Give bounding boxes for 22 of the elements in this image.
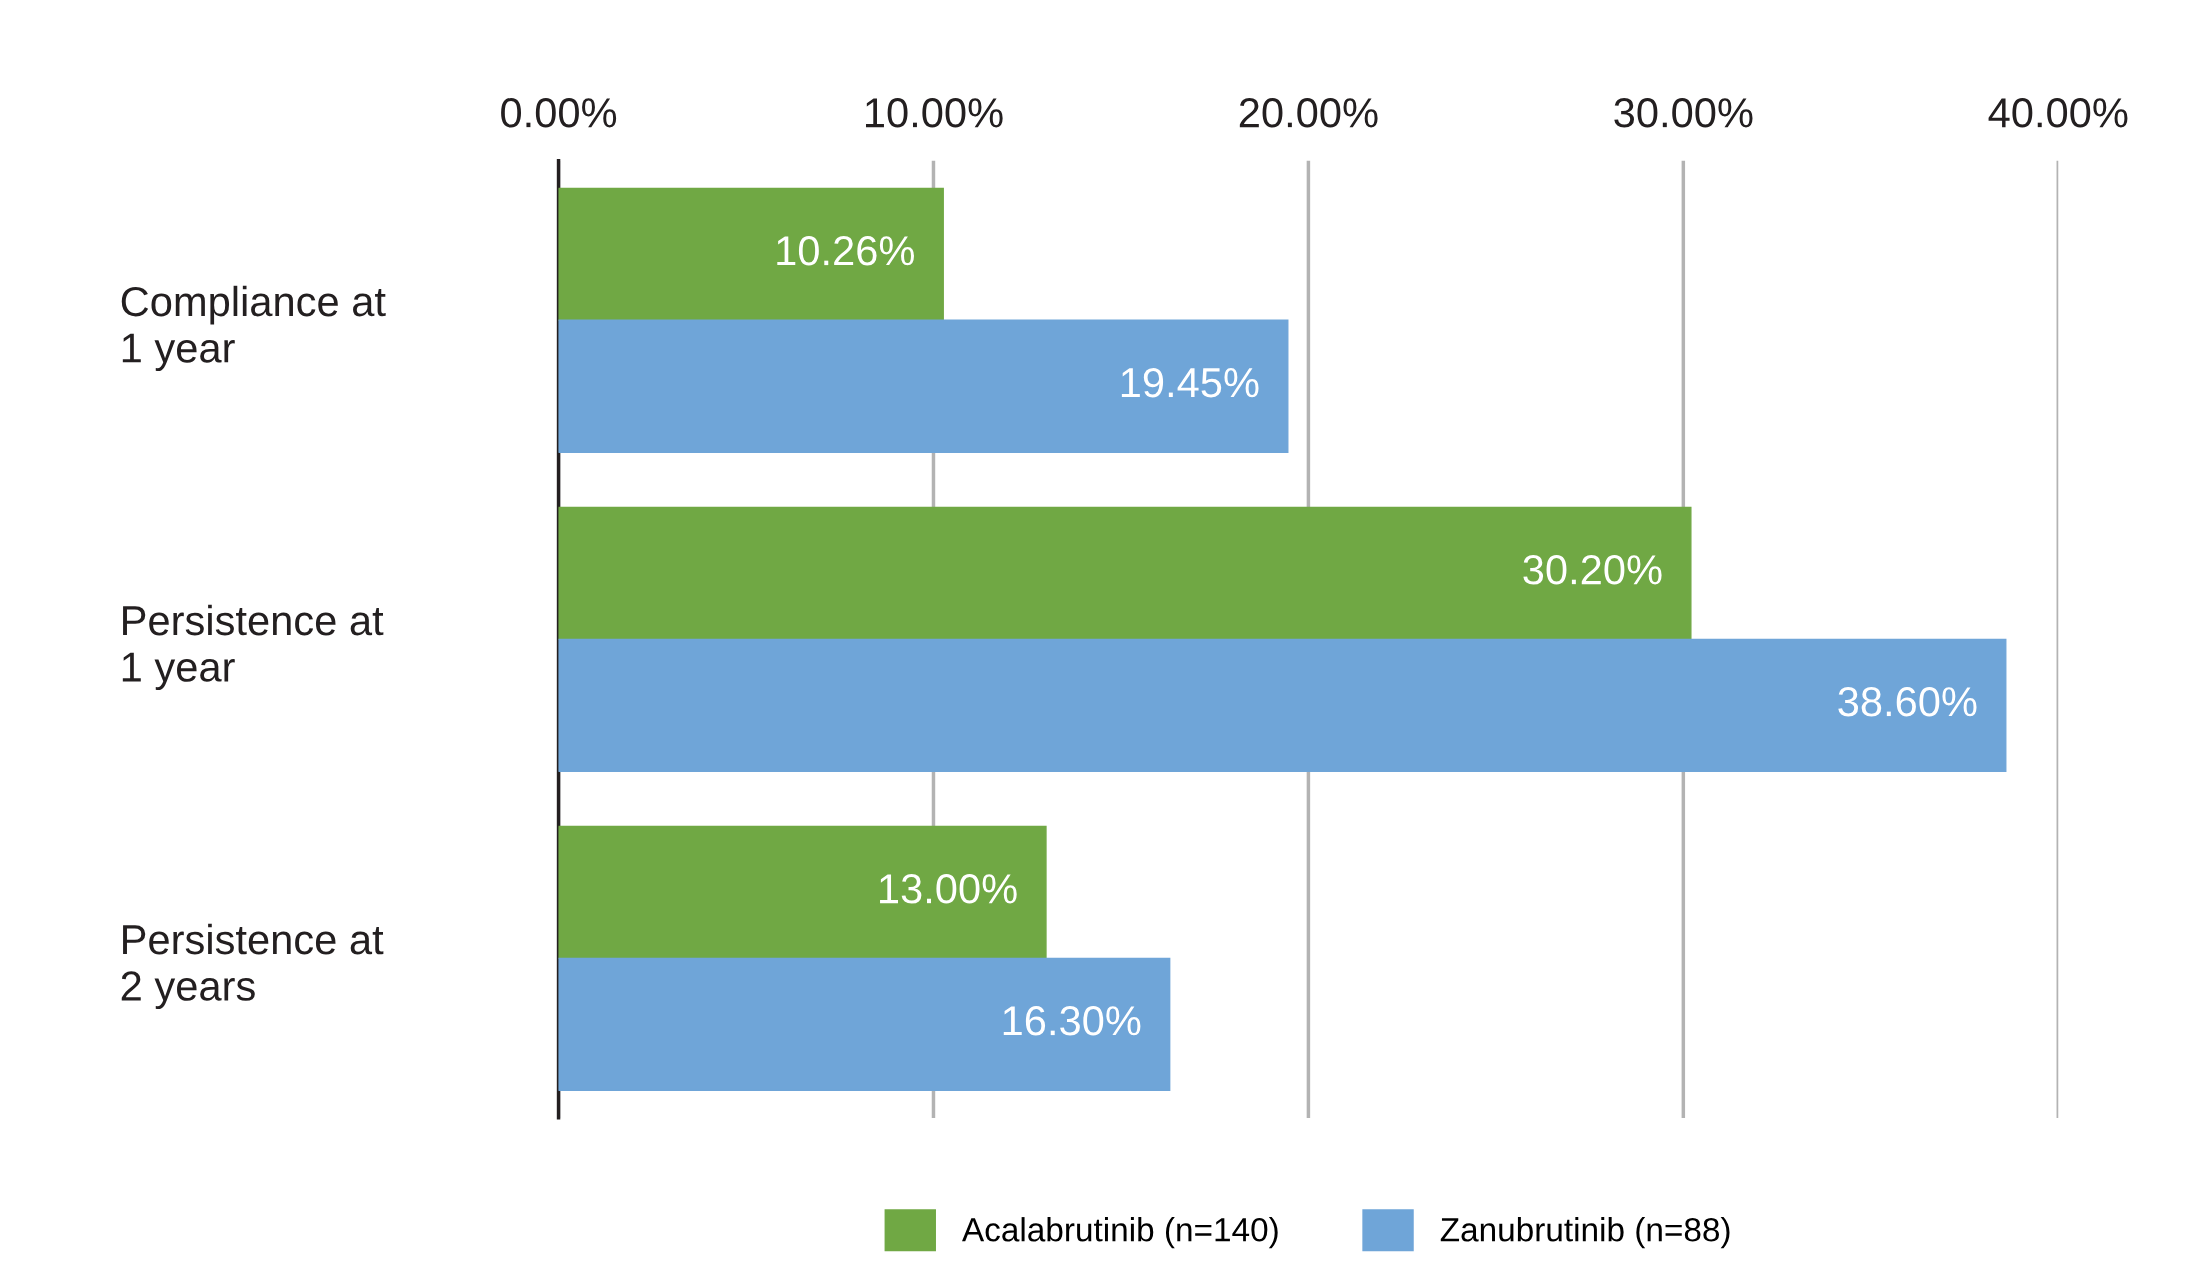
data-label: 19.45%	[1121, 367, 1259, 398]
bar	[558, 506, 1692, 641]
bar	[558, 638, 2007, 772]
legend-label: Zanubrutinib (n=88)	[1440, 1217, 1730, 1249]
bar	[558, 957, 1171, 1091]
y-tick-label: Persistence at 1 year	[122, 604, 384, 691]
x-tick-label: 10.00%	[866, 98, 1003, 128]
data-label: 16.30%	[1003, 1006, 1141, 1036]
y-tick-label: Persistence at 2 years	[121, 923, 384, 1010]
legend-label: Acalabrutinib (n=140)	[962, 1217, 1278, 1249]
x-tick-label: 40.00%	[1988, 98, 2128, 128]
data-label: 13.00%	[880, 874, 1017, 904]
bar	[558, 319, 1289, 453]
y-tick-label: Compliance at 1 year	[121, 285, 386, 372]
bar	[558, 825, 1047, 960]
data-label: 10.26%	[777, 236, 914, 266]
x-tick-label: 0.00%	[501, 98, 617, 128]
x-tick-label: 30.00%	[1614, 98, 1753, 128]
bar	[558, 187, 944, 321]
data-label: 38.60%	[1838, 686, 1977, 717]
x-tick-label: 20.00%	[1239, 98, 1378, 128]
data-label: 30.20%	[1523, 555, 1662, 585]
